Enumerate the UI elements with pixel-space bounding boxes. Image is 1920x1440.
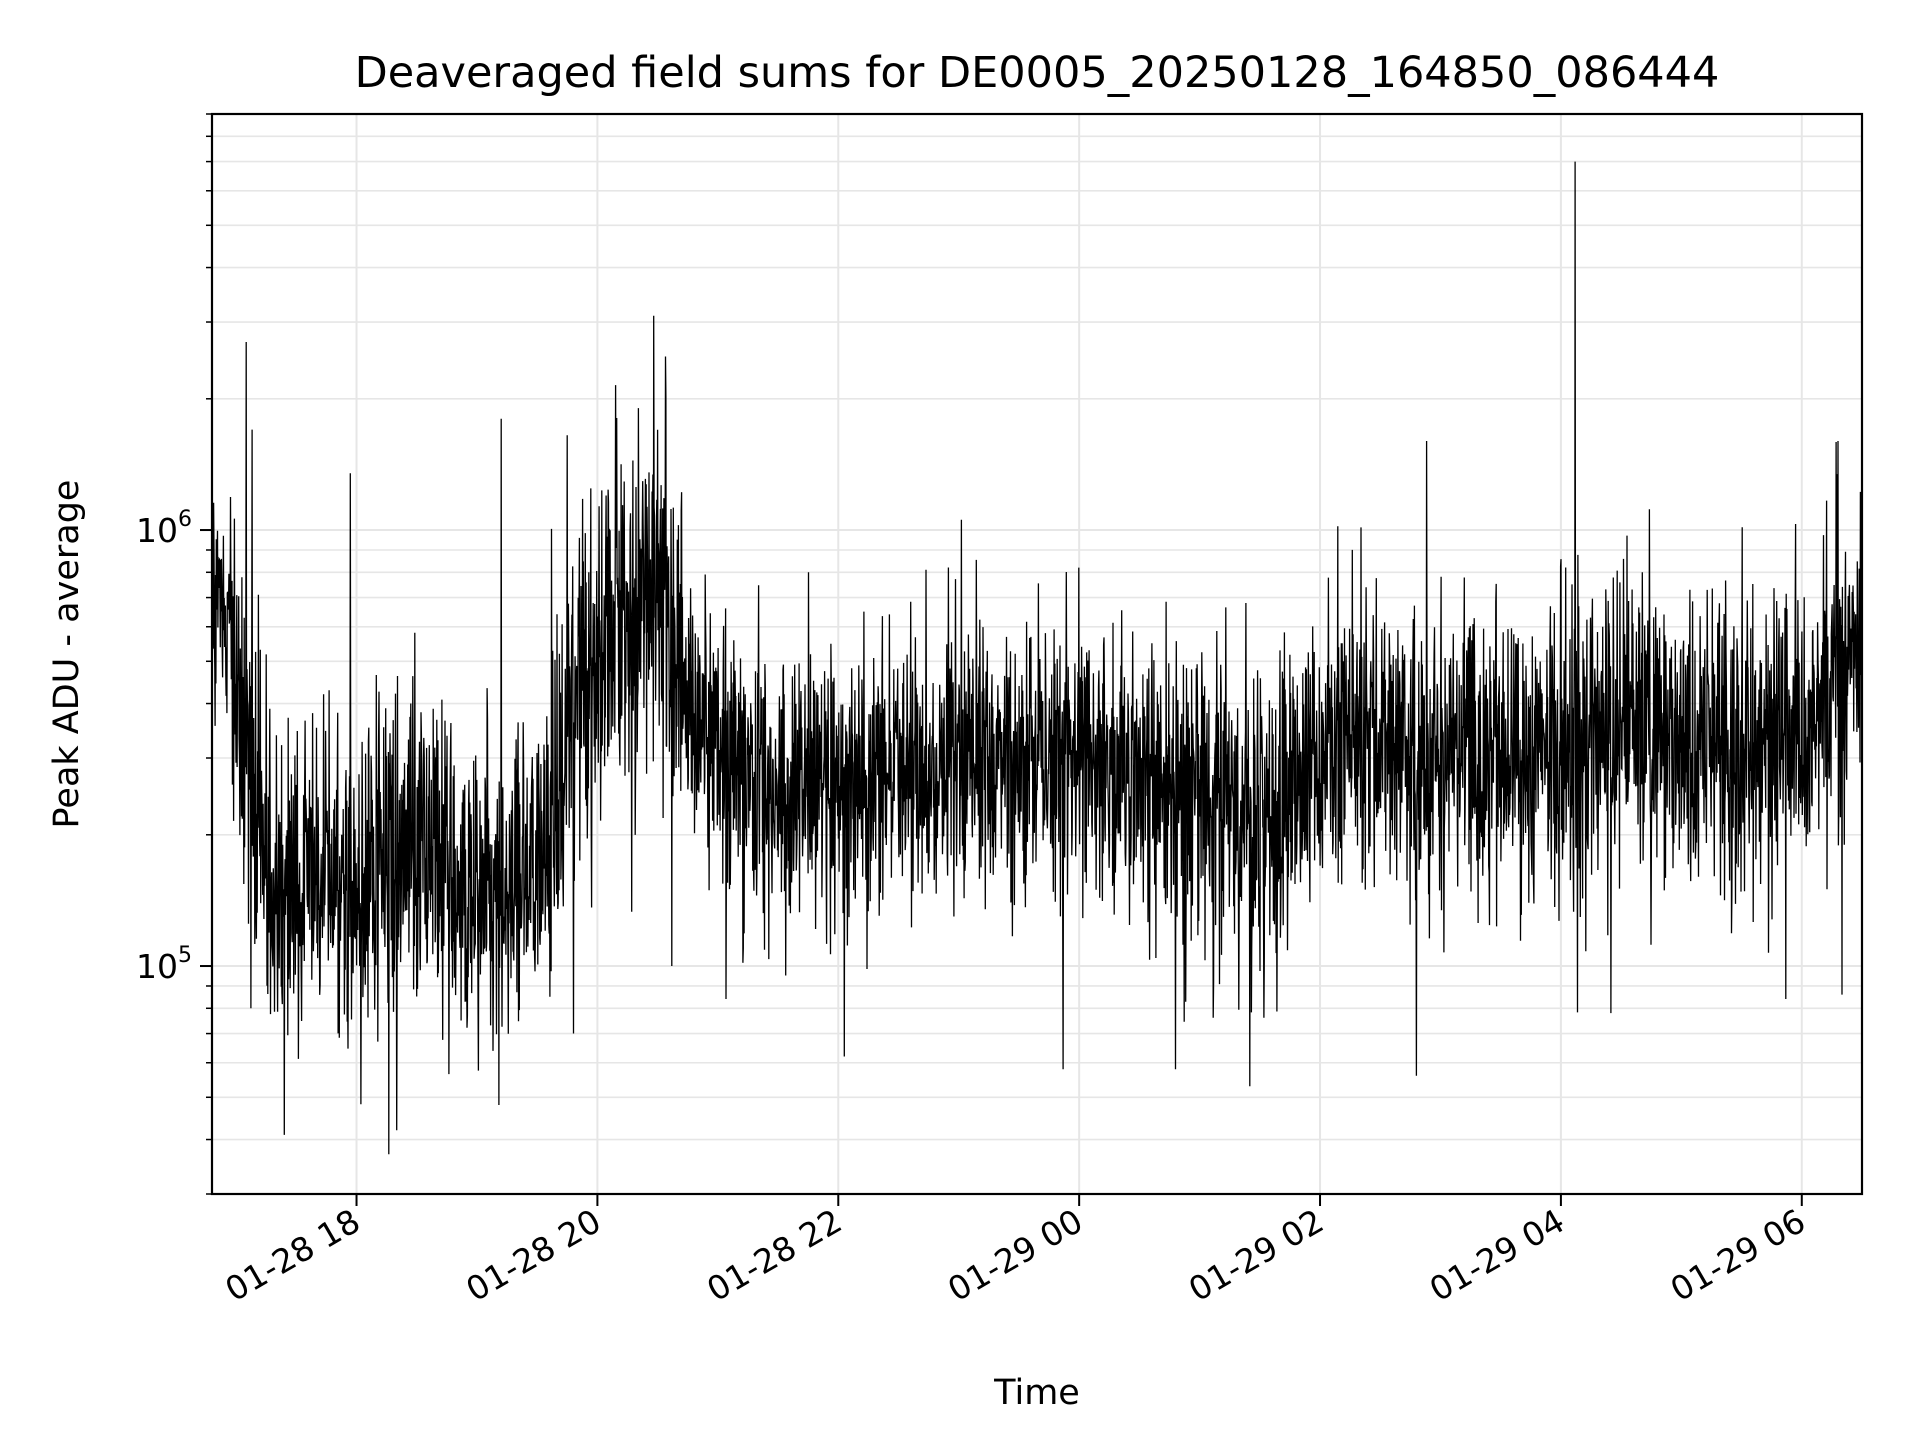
series-layer: [212, 161, 1862, 1155]
chart-title: Deaveraged field sums for DE0005_2025012…: [355, 48, 1720, 98]
y-tick-base: 10: [136, 511, 178, 550]
x-axis-label: Time: [993, 1373, 1080, 1413]
y-tick-label: 105: [136, 943, 192, 986]
y-tick-exponent: 6: [178, 507, 192, 532]
y-tick-label: 106: [136, 507, 192, 550]
series-line: [212, 161, 1862, 1155]
y-tick-exponent: 5: [178, 943, 192, 968]
plot-frame: [210, 112, 1864, 1196]
y-tick-base: 10: [136, 947, 178, 986]
y-axis-label: Peak ADU - average: [47, 480, 87, 829]
